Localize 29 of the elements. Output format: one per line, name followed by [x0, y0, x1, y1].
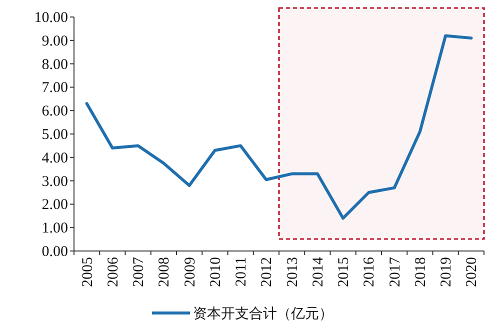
- x-tick-label: 2007: [131, 256, 148, 287]
- x-tick-label: 2012: [259, 257, 276, 287]
- x-tick-label: 2010: [208, 257, 224, 287]
- y-tick-label: 6.00: [42, 104, 68, 120]
- y-tick-label: 5.00: [42, 127, 68, 143]
- x-tick-label: 2008: [156, 257, 173, 287]
- y-tick-label: 9.00: [42, 33, 68, 50]
- y-tick-label: 7.00: [42, 80, 68, 96]
- x-tick-label: 2016: [362, 256, 378, 287]
- y-tick-label: 10.00: [34, 10, 68, 26]
- x-tick-label: 2005: [80, 257, 96, 287]
- x-tick-label: 2018: [412, 257, 429, 287]
- x-tick-label: 2009: [182, 257, 198, 287]
- x-tick-label: 2014: [310, 256, 326, 287]
- y-tick-label: 8.00: [42, 56, 68, 73]
- x-tick-label: 2020: [464, 257, 480, 287]
- x-tick-label: 2015: [336, 257, 352, 287]
- y-tick-label: 3.00: [42, 174, 68, 190]
- y-tick-label: 2.00: [42, 197, 68, 214]
- x-tick-label: 2017: [387, 256, 404, 287]
- x-tick-label: 2019: [438, 257, 455, 287]
- line-series: [85, 34, 473, 220]
- y-tick-label: 0.00: [42, 244, 68, 260]
- x-tick-label: 2013: [284, 257, 301, 287]
- y-tick-label: 4.00: [42, 150, 68, 166]
- legend-label: 资本开支合计（亿元）: [193, 306, 333, 322]
- x-tick-label: 2006: [105, 256, 122, 287]
- y-tick-label: 1.00: [42, 220, 68, 237]
- x-tick-label: 2011: [234, 257, 250, 286]
